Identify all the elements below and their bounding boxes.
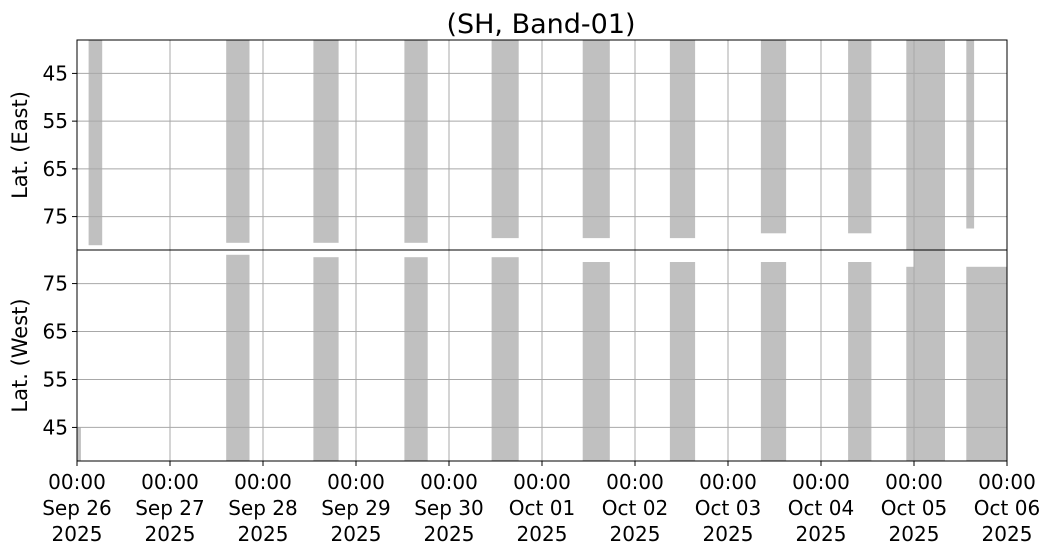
coverage-block	[906, 40, 914, 250]
coverage-block	[77, 427, 81, 461]
coverage-block	[582, 262, 610, 461]
y-tick-label: 65	[43, 320, 68, 344]
coverage-block	[491, 40, 519, 239]
coverage-block	[966, 266, 1007, 461]
x-tick-label-time: 00:00	[885, 470, 943, 494]
x-tick-label-day: Sep 26	[42, 496, 112, 520]
x-tick-label-year: 2025	[238, 522, 289, 546]
panel-1: 45 55 65 75 Lat. (East)	[8, 39, 1008, 251]
coverage-block	[760, 262, 787, 461]
y-tick-label: 75	[43, 272, 68, 296]
x-tick-label-time: 00:00	[606, 470, 664, 494]
x-tick-label-day: Oct 04	[788, 496, 854, 520]
coverage-block	[669, 262, 696, 461]
x-tick-label-day: Oct 06	[974, 496, 1040, 520]
x-tick-label-year: 2025	[703, 522, 754, 546]
coverage-block	[760, 40, 787, 234]
coverage-block	[313, 257, 339, 461]
y-tick-label: 65	[43, 157, 68, 181]
x-tick-label-day: Sep 27	[135, 496, 205, 520]
coverage-block	[914, 40, 945, 250]
x-tick-label-time: 00:00	[48, 470, 106, 494]
x-tick-label-year: 2025	[331, 522, 382, 546]
x-tick-label-day: Sep 29	[321, 496, 391, 520]
x-tick-label-time: 00:00	[234, 470, 292, 494]
y-tick-label: 45	[43, 61, 68, 85]
x-tick-label-year: 2025	[889, 522, 940, 546]
x-tick-label-time: 00:00	[792, 470, 850, 494]
x-tick-label-year: 2025	[52, 522, 103, 546]
x-tick-label-year: 2025	[424, 522, 475, 546]
coverage-block	[404, 40, 428, 243]
x-tick-label-day: Oct 02	[602, 496, 668, 520]
x-tick-label-day: Sep 30	[414, 496, 484, 520]
x-tick-label-time: 00:00	[513, 470, 571, 494]
x-tick-label-day: Oct 01	[509, 496, 575, 520]
x-tick-label-day: Sep 28	[228, 496, 298, 520]
x-tick-label-day: Oct 05	[881, 496, 947, 520]
y-tick-label: 55	[43, 367, 68, 391]
x-tick-label-time: 00:00	[327, 470, 385, 494]
coverage-block	[491, 257, 519, 461]
coverage-block	[848, 40, 872, 234]
coverage-block	[669, 40, 696, 239]
coverage-block	[906, 266, 914, 461]
coverage-block	[582, 40, 610, 239]
x-tick-label-year: 2025	[517, 522, 568, 546]
x-tick-label-year: 2025	[982, 522, 1033, 546]
x-tick-label-time: 00:00	[141, 470, 199, 494]
coverage-block	[404, 257, 428, 461]
coverage-block	[966, 40, 975, 229]
x-tick-label-day: Oct 03	[695, 496, 761, 520]
x-tick-label-time: 00:00	[420, 470, 478, 494]
chart-title: (SH, Band-01)	[446, 9, 635, 40]
coverage-block	[914, 250, 945, 461]
coverage-block	[226, 254, 250, 461]
y-tick-label: 75	[43, 205, 68, 229]
y-axis-label: Lat. (West)	[8, 298, 32, 412]
x-tick-label-time: 00:00	[699, 470, 757, 494]
y-axis-label: Lat. (East)	[8, 91, 32, 199]
y-tick-label: 55	[43, 109, 68, 133]
x-tick-label-year: 2025	[796, 522, 847, 546]
x-tick-label-year: 2025	[610, 522, 661, 546]
coverage-block	[848, 262, 872, 461]
x-tick-label-time: 00:00	[978, 470, 1036, 494]
panel-2: 45 55 65 75 Lat. (West)	[8, 249, 1008, 462]
coverage-block	[88, 40, 103, 246]
x-tick-label-year: 2025	[145, 522, 196, 546]
coverage-block	[313, 40, 339, 243]
y-tick-label: 45	[43, 415, 68, 439]
coverage-block	[226, 40, 250, 243]
panels: 45 55 65 75 Lat. (East) 45 55 65 75 Lat. (West)	[8, 39, 1008, 462]
